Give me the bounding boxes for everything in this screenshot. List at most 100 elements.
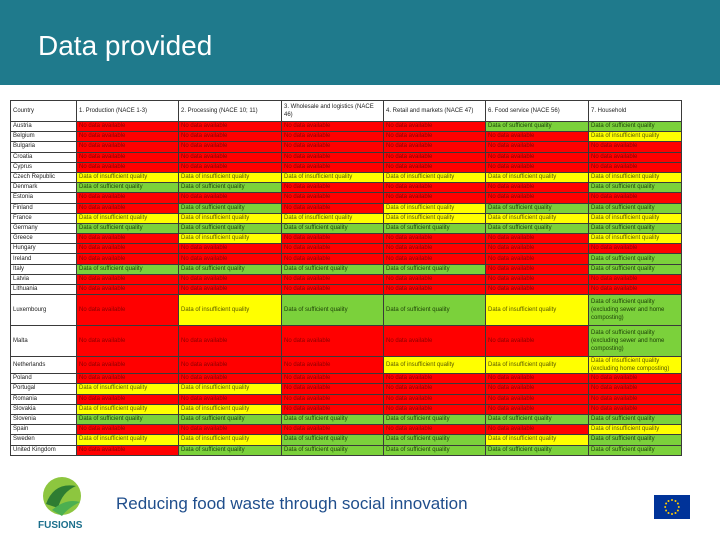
quality-cell: Data of sufficient quality — [178, 222, 282, 235]
fusions-logo-text: FUSIONS — [38, 520, 83, 531]
quality-cell: Data of insufficient quality — [281, 212, 384, 224]
quality-cell: No data available — [383, 161, 486, 173]
quality-cell: Data of insufficient quality — [485, 212, 589, 224]
quality-cell: No data available — [383, 192, 486, 204]
quality-cell: No data available — [485, 233, 589, 245]
country-cell: Finland — [10, 202, 77, 214]
quality-cell: No data available — [281, 253, 384, 265]
quality-cell: No data available — [485, 161, 589, 173]
quality-cell: No data available — [281, 151, 384, 163]
quality-cell: No data available — [178, 393, 282, 405]
quality-cell: Data of sufficient quality — [178, 182, 282, 194]
table-row: Slovakia Data of insufficient quality Data… — [10, 403, 682, 415]
quality-cell: No data available — [76, 444, 179, 456]
table-row: Spain No data available No data available N… — [10, 424, 682, 436]
quality-cell: No data available — [383, 141, 486, 153]
quality-cell: No data available — [281, 243, 384, 255]
quality-cell: No data available — [76, 424, 179, 436]
quality-cell: No data available — [383, 283, 486, 296]
quality-cell: No data available — [76, 356, 179, 375]
quality-cell: No data available — [76, 202, 179, 214]
quality-cell: Data of insufficient quality — [485, 434, 589, 446]
quality-cell: Data of insufficient quality — [76, 212, 179, 224]
table-row: Austria No data available No data availabl… — [10, 120, 682, 133]
quality-cell: No data available — [588, 192, 682, 204]
quality-cell: Data of sufficient quality — [76, 182, 179, 194]
quality-cell: Data of insufficient quality — [76, 403, 179, 415]
country-cell: Spain — [10, 424, 77, 436]
quality-cell: No data available — [281, 161, 384, 173]
country-cell: Greece — [10, 233, 77, 245]
quality-cell: Data of sufficient quality — [485, 222, 589, 235]
table-row: Slovenia Data of sufficient quality Data o… — [10, 413, 682, 426]
quality-cell: No data available — [485, 403, 589, 415]
column-header: 2. Processing (NACE 10; 11) — [178, 100, 282, 122]
quality-cell: Data of sufficient quality — [383, 263, 486, 275]
quality-cell: Data of sufficient quality — [588, 434, 682, 446]
table-row: Italy Data of sufficient quality Data of s… — [10, 263, 682, 275]
quality-cell: No data available — [383, 373, 486, 385]
quality-cell: No data available — [485, 325, 589, 358]
quality-cell: Data of insufficient quality — [485, 356, 589, 375]
quality-cell: Data of insufficient quality — [281, 171, 384, 184]
quality-cell: Data of sufficient quality — [485, 413, 589, 426]
table-row: Netherlands No data available No data avai… — [10, 356, 682, 375]
quality-cell: Data of insufficient quality — [588, 424, 682, 436]
quality-cell: No data available — [588, 273, 682, 286]
quality-cell: No data available — [383, 383, 486, 395]
quality-cell: No data available — [588, 393, 682, 405]
quality-cell: No data available — [383, 403, 486, 415]
country-cell: Austria — [10, 120, 77, 133]
quality-cell: Data of sufficient quality — [485, 444, 589, 456]
quality-cell: No data available — [178, 356, 282, 375]
quality-cell: No data available — [281, 325, 384, 358]
quality-cell: Data of insufficient quality — [485, 294, 589, 327]
country-cell: Lithuania — [10, 283, 77, 296]
quality-cell: Data of insufficient quality — [383, 171, 486, 184]
quality-cell: No data available — [588, 373, 682, 385]
table-row: Romania No data available No data availabl… — [10, 393, 682, 405]
quality-cell: Data of sufficient quality — [588, 120, 682, 133]
quality-cell: No data available — [281, 182, 384, 194]
quality-cell: Data of insufficient quality — [383, 356, 486, 375]
quality-cell: No data available — [281, 356, 384, 375]
country-cell: Slovakia — [10, 403, 77, 415]
country-cell: Estonia — [10, 192, 77, 204]
quality-cell: No data available — [383, 393, 486, 405]
data-quality-table-wrapper: Country 1. Production (NACE 1-3) 2. Proces… — [10, 100, 682, 458]
country-cell: France — [10, 212, 77, 224]
quality-cell: No data available — [485, 151, 589, 163]
country-cell: Italy — [10, 263, 77, 275]
fusions-logo: FUSIONS — [38, 477, 83, 531]
country-cell: Belgium — [10, 131, 77, 143]
quality-cell: Data of insufficient quality — [76, 171, 179, 184]
quality-cell: Data of sufficient quality — [178, 202, 282, 214]
table-row: Sweden Data of insufficient quality Data o… — [10, 434, 682, 446]
quality-cell: No data available — [281, 131, 384, 143]
quality-cell: Data of sufficient quality — [178, 444, 282, 456]
table-row: Hungary No data available No data availabl… — [10, 243, 682, 255]
country-cell: Czech Republic — [10, 171, 77, 184]
quality-cell: No data available — [76, 233, 179, 245]
quality-cell: Data of insufficient quality — [588, 233, 682, 245]
quality-cell: No data available — [178, 141, 282, 153]
quality-cell: Data of insufficient quality — [178, 294, 282, 327]
quality-cell: No data available — [281, 403, 384, 415]
country-cell: Malta — [10, 325, 77, 358]
quality-cell: No data available — [178, 273, 282, 286]
quality-cell: No data available — [485, 243, 589, 255]
country-cell: United Kingdom — [10, 444, 77, 456]
quality-cell: No data available — [178, 325, 282, 358]
quality-cell: Data of insufficient quality — [178, 233, 282, 245]
quality-cell: No data available — [178, 253, 282, 265]
quality-cell: No data available — [76, 273, 179, 286]
table-row: United Kingdom No data available Data of s… — [10, 444, 682, 456]
country-cell: Cyprus — [10, 161, 77, 173]
quality-cell: Data of sufficient quality — [383, 444, 486, 456]
quality-cell: Data of insufficient quality — [588, 212, 682, 224]
quality-cell: Data of insufficient quality — [485, 171, 589, 184]
quality-cell: No data available — [588, 161, 682, 173]
quality-cell: Data of sufficient quality — [281, 294, 384, 327]
quality-cell: No data available — [383, 325, 486, 358]
column-header: 6. Food service (NACE 56) — [485, 100, 589, 122]
